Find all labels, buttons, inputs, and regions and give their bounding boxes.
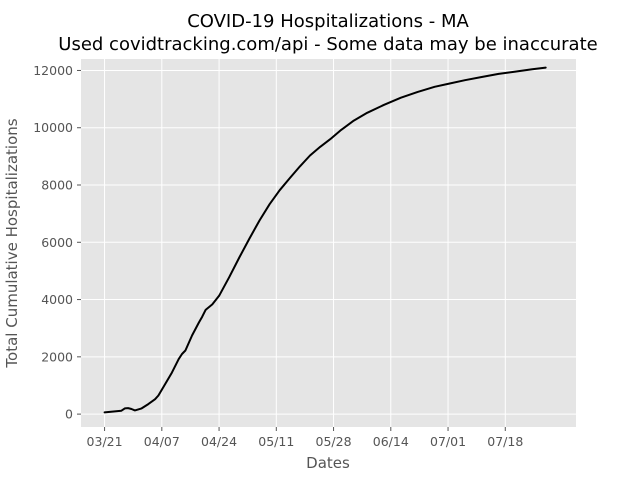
x-tick-label: 03/21	[87, 434, 123, 449]
axis-ticks: 0 2000 4000 6000 8000 10000 12000 03/21 04/07 04/…	[33, 63, 523, 449]
x-tick-label: 07/18	[487, 434, 523, 449]
chart-subtitle: Used covidtracking.com/api - Some data m…	[58, 34, 597, 55]
y-tick-label: 12000	[33, 63, 73, 78]
y-tick-label: 0	[65, 407, 73, 422]
x-tick-label: 04/24	[201, 434, 237, 449]
grid-lines	[81, 59, 576, 427]
y-tick-label: 6000	[41, 235, 73, 250]
y-tick-label: 4000	[41, 292, 73, 307]
x-tick-label: 07/01	[430, 434, 466, 449]
y-axis-label: Total Cumulative Hospitalizations	[3, 118, 21, 368]
y-tick-label: 2000	[41, 349, 73, 364]
plot-area	[81, 59, 576, 427]
y-tick-label: 10000	[33, 120, 73, 135]
x-axis-label: Dates	[306, 454, 350, 472]
x-tick-label: 05/28	[316, 434, 352, 449]
series-line	[103, 66, 547, 414]
chart-title: COVID-19 Hospitalizations - MA	[187, 11, 469, 32]
y-tick-label: 8000	[41, 178, 73, 193]
x-tick-label: 04/07	[144, 434, 180, 449]
x-tick-label: 05/11	[258, 434, 294, 449]
x-tick-label: 06/14	[373, 434, 409, 449]
